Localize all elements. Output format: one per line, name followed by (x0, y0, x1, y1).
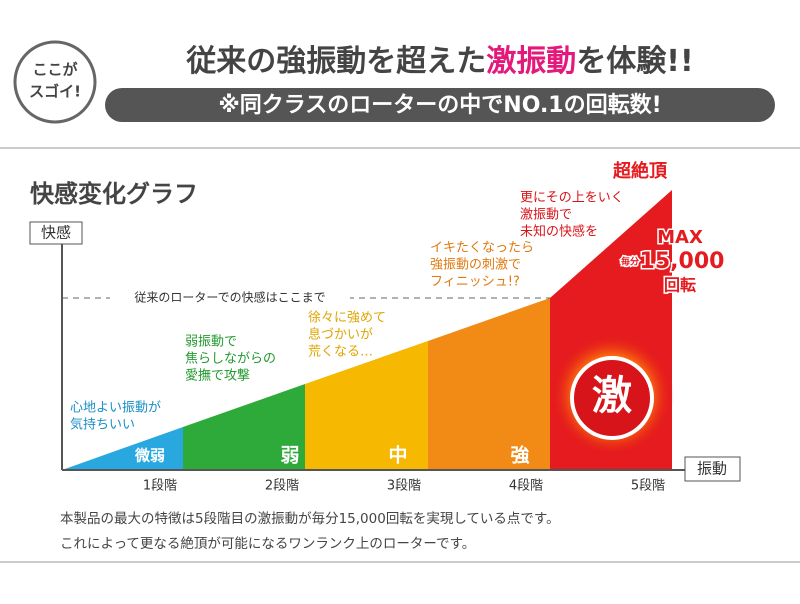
stage-note: 気持ちいい (70, 417, 135, 433)
graph-title: 快感変化グラフ (30, 180, 198, 208)
header: ここが スゴイ! 従来の強振動を超えた激振動を体験!! ※同クラスのローターの中… (13, 40, 775, 124)
stage-note: イキたくなったら (430, 241, 534, 256)
stage-name: 中 (388, 444, 407, 467)
stage-name: 強 (510, 445, 529, 467)
x-tick-label: 4段階 (509, 479, 543, 494)
stage-name: 激 (592, 373, 632, 419)
stage-area (428, 298, 550, 470)
max-block: MAX 毎分 15,000 回転 (619, 226, 725, 297)
threshold-bg (110, 289, 350, 307)
stage-note: 強振動の刺激で (430, 258, 521, 273)
stage-note: 徐々に強めて (308, 311, 386, 326)
stage-note: 焦らしながらの (185, 352, 276, 367)
headline-part: を体験!! (576, 44, 693, 79)
x-label-box (684, 456, 741, 482)
peak-label: 超絶頂 (613, 160, 668, 182)
footer-line: 本製品の最大の特徴は5段階目の激振動が毎分15,000回転を実現している点です。 (60, 511, 560, 527)
badge-circle (13, 40, 97, 124)
max-per: 毎分 (621, 256, 639, 268)
footer-line: これによって更なる絶頂が可能になるワンランク上のローターです。 (60, 536, 475, 552)
max-rpm: 15,000 (640, 249, 725, 274)
stage-area (305, 341, 428, 470)
stage-note: 弱振動で (185, 335, 237, 350)
stage-note: フィニッシュ!? (430, 275, 520, 290)
stage-area (183, 384, 305, 470)
stage-name: 微弱 (134, 447, 165, 465)
kanji-circle (570, 356, 654, 440)
x-tick-label: 1段階 (143, 479, 177, 494)
max-unit: 回転 (664, 276, 696, 295)
threshold-label: 従来のローターでの快感はここまで (134, 290, 325, 305)
stage-note: 息づかいが (308, 327, 373, 343)
stage-note: 未知の快感を (520, 224, 598, 240)
stage-area (62, 427, 183, 470)
badge-text: ここが (32, 61, 78, 79)
subheadline: ※同クラスのローターの中でNO.1の回転数! (218, 92, 661, 118)
subheadline-bar (105, 88, 775, 122)
badge-text: スゴイ! (29, 83, 81, 101)
stage-note: 心地よい振動が (70, 401, 161, 416)
max-label: MAX (657, 227, 703, 248)
y-label: 快感 (41, 224, 71, 242)
headline-part: 従来の強振動を超えた (185, 44, 486, 79)
x-tick-label: 2段階 (265, 479, 299, 494)
headline: 従来の強振動を超えた激振動を体験!! (185, 44, 693, 79)
x-label: 振動 (697, 460, 727, 478)
stage-note: 更にその上をいく (520, 191, 624, 206)
x-tick-label: 3段階 (387, 479, 421, 494)
stage-note: 荒くなる… (308, 345, 373, 360)
stage-note: 激振動で (520, 208, 572, 223)
stage-name: 弱 (280, 445, 299, 467)
y-label-box (29, 221, 83, 245)
graph: 快感変化グラフ 従来のローターでの快感はここまで 快感 振動 超絶頂 MAX 毎… (29, 160, 741, 494)
headline-highlight: 激振動 (486, 44, 576, 79)
x-tick-label: 5段階 (631, 479, 665, 494)
stage-note: 愛撫で攻撃 (185, 368, 250, 384)
